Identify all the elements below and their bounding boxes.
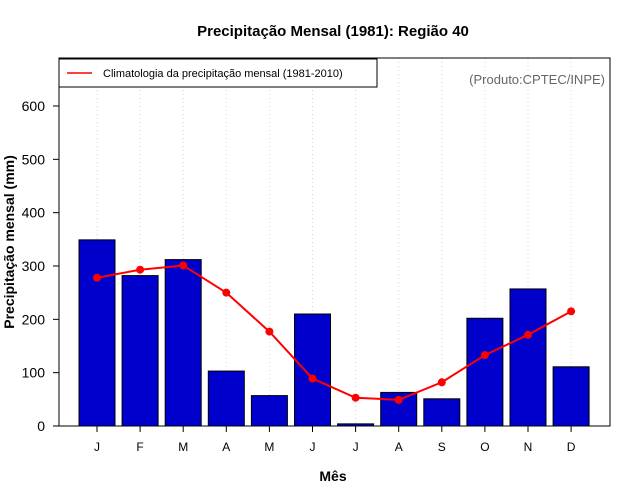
legend-entry: Climatologia da precipitação mensal (198… <box>103 68 343 80</box>
x-tick-label: M <box>178 440 188 454</box>
y-tick-label: 200 <box>22 311 46 327</box>
bar <box>466 317 504 427</box>
x-tick-label: J <box>310 440 316 454</box>
legend: Climatologia da precipitação mensal (198… <box>58 58 378 88</box>
x-tick-label: A <box>222 440 230 454</box>
y-tick-label: 600 <box>22 98 46 114</box>
climatology-point <box>222 288 231 297</box>
legend-box <box>58 58 378 88</box>
bar <box>509 288 547 427</box>
bar <box>164 259 202 427</box>
grid-lines <box>96 58 572 426</box>
x-tick-label: S <box>438 440 446 454</box>
climatology-point <box>394 395 403 404</box>
climatology-point <box>265 327 274 336</box>
y-tick-label: 0 <box>37 418 45 434</box>
climatology-line <box>96 264 572 401</box>
climatology-point <box>567 307 576 316</box>
x-axis-label: Mês <box>319 468 346 484</box>
x-tick-label: J <box>353 440 359 454</box>
bar <box>423 398 461 427</box>
x-tick-label: A <box>395 440 403 454</box>
bar-series <box>78 239 590 427</box>
y-tick-label: 300 <box>22 258 46 274</box>
bar <box>207 370 245 427</box>
x-tick-label: J <box>94 440 100 454</box>
bar <box>78 239 116 427</box>
climatology-point <box>179 261 188 270</box>
chart-title: Precipitação Mensal (1981): Região 40 <box>197 23 469 40</box>
climatology-point <box>308 374 317 383</box>
bar <box>552 366 590 427</box>
climatology-point <box>524 330 532 339</box>
climatology-point <box>437 378 446 387</box>
bar <box>250 395 288 427</box>
bar <box>121 275 159 427</box>
x-tick-label: M <box>264 440 274 454</box>
bar <box>294 313 331 427</box>
x-tick-label: F <box>136 440 143 454</box>
credit-annotation: (Produto:CPTEC/INPE) <box>469 72 605 87</box>
climatology-point <box>480 351 489 360</box>
y-tick-label: 400 <box>22 205 46 221</box>
y-axis-label: Precipitação mensal (mm) <box>1 155 17 329</box>
x-tick-label: N <box>524 440 533 454</box>
y-tick-label: 100 <box>22 365 46 381</box>
y-tick-label: 500 <box>22 151 46 167</box>
climatology-point <box>351 393 360 402</box>
climatology-line-series <box>93 261 576 404</box>
y-axis: 0 100 200 300 400 500 600 <box>22 98 59 434</box>
climatology-point <box>93 273 101 282</box>
x-tick-label: O <box>480 440 489 454</box>
plot-frame <box>58 57 611 427</box>
x-tick-label: D <box>567 440 576 454</box>
climatology-point <box>136 265 145 274</box>
